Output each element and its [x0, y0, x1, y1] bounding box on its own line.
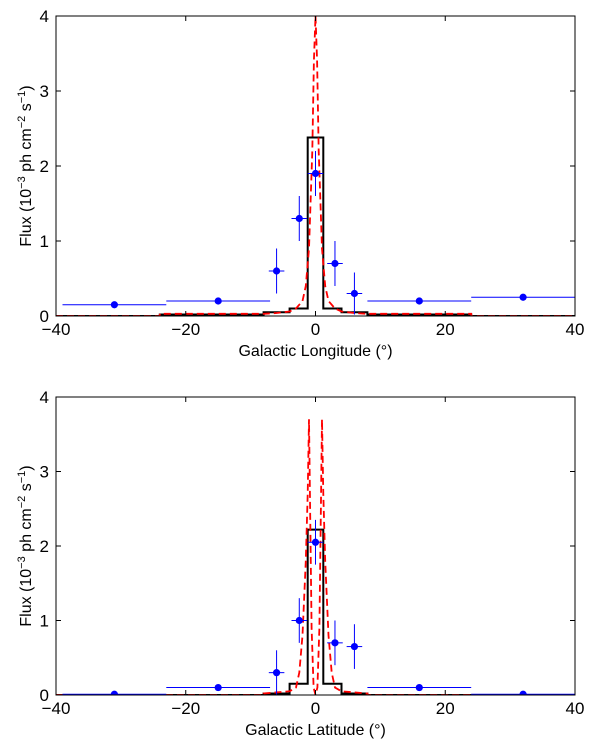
- data-marker: [214, 297, 222, 305]
- y-tick-label: 4: [40, 7, 49, 26]
- y-axis-label: Flux (10−3 ph cm−2 s−1): [16, 85, 35, 246]
- data-marker: [295, 214, 303, 223]
- y-label-exponent: −2: [16, 116, 28, 129]
- data-marker: [331, 259, 339, 268]
- x-axis-label: Galactic Latitude (°): [245, 722, 386, 739]
- y-axis-label: Flux (10−3 ph cm−2 s−1): [16, 465, 35, 626]
- y-label-text: ph cm: [18, 128, 35, 176]
- data-point: [62, 301, 167, 309]
- y-label-text: s: [18, 103, 35, 115]
- model-dashed-line: [56, 15, 575, 316]
- x-tick-label: 20: [436, 699, 455, 718]
- x-tick-label: 0: [311, 699, 320, 718]
- y-label-exponent: −2: [16, 496, 28, 509]
- y-label-exponent: −1: [16, 91, 28, 104]
- y-tick-label: 1: [40, 232, 49, 251]
- x-tick-label: −20: [171, 699, 200, 718]
- y-tick-label: 0: [40, 307, 49, 326]
- y-label-text: Flux (10: [18, 569, 35, 627]
- data-marker: [110, 690, 118, 695]
- model-dashed-line: [56, 419, 575, 695]
- data-point: [367, 297, 472, 305]
- y-label-text: ): [18, 85, 35, 90]
- data-point: [327, 241, 343, 286]
- data-point: [307, 151, 324, 196]
- data-marker: [519, 690, 527, 695]
- data-point: [471, 293, 575, 301]
- data-marker: [214, 683, 222, 692]
- y-label-text: ): [18, 465, 35, 470]
- x-tick-label: 0: [311, 320, 320, 339]
- data-marker: [272, 267, 281, 275]
- y-tick-label: 3: [40, 463, 49, 482]
- data-point: [268, 248, 285, 294]
- data-marker: [519, 293, 527, 301]
- data-point: [166, 297, 271, 305]
- data-marker: [272, 669, 281, 677]
- chart-panel-2: −40 −20 0 20 40 0 1 2 3 4 Galactic Latitude (°) Flu…: [16, 388, 584, 739]
- data-point: [346, 272, 363, 315]
- data-marker: [415, 683, 423, 692]
- y-tick-label: 2: [40, 157, 49, 176]
- x-tick-label: −40: [42, 320, 71, 339]
- chart-panel-1: −40 −20 0 20 40 0 1 2 3 4 Galactic Longitude (°) Fl…: [16, 7, 584, 360]
- y-tick-label: 3: [40, 82, 49, 101]
- data-point: [471, 690, 575, 695]
- data-marker: [331, 639, 339, 647]
- x-tick-label: 40: [566, 699, 585, 718]
- data-marker: [311, 538, 320, 546]
- data-point: [268, 650, 285, 695]
- data-point: [346, 624, 363, 669]
- data-marker: [350, 289, 359, 298]
- plot-area: [56, 419, 575, 695]
- y-tick-label: 0: [40, 686, 49, 705]
- x-tick-label: −20: [171, 320, 200, 339]
- data-marker: [311, 169, 320, 178]
- x-tick-label: −40: [42, 699, 71, 718]
- data-marker: [350, 642, 359, 651]
- y-label-exponent: −3: [16, 556, 28, 569]
- data-marker: [295, 616, 303, 625]
- x-tick-label: 40: [566, 320, 585, 339]
- y-tick-label: 2: [40, 537, 49, 556]
- data-point: [62, 690, 167, 695]
- data-point: [367, 683, 472, 692]
- y-label-text: ph cm: [18, 508, 35, 556]
- data-point: [166, 683, 271, 692]
- y-label-text: s: [18, 483, 35, 495]
- y-tick-label: 4: [40, 388, 49, 407]
- y-label-exponent: −3: [16, 176, 28, 189]
- y-label-exponent: −1: [16, 471, 28, 484]
- y-tick-label: 1: [40, 612, 49, 631]
- data-marker: [110, 301, 118, 309]
- data-point: [307, 519, 324, 565]
- y-label-text: Flux (10: [18, 189, 35, 247]
- plot-area: [56, 15, 575, 316]
- x-axis-label: Galactic Longitude (°): [238, 343, 392, 360]
- data-marker: [415, 297, 423, 305]
- data-point: [291, 196, 308, 241]
- data-point: [291, 598, 308, 643]
- data-point: [327, 620, 343, 666]
- x-tick-label: 20: [436, 320, 455, 339]
